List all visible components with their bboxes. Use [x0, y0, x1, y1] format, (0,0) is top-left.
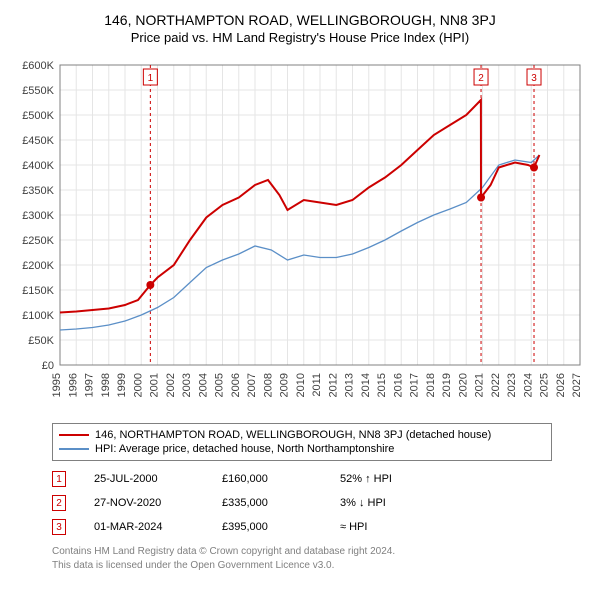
event-badge: 3 [52, 519, 66, 535]
svg-text:3: 3 [531, 73, 537, 84]
event-date: 25-JUL-2000 [94, 473, 194, 485]
svg-text:2007: 2007 [246, 373, 258, 397]
svg-text:2001: 2001 [149, 373, 161, 397]
svg-text:2019: 2019 [441, 373, 453, 397]
legend-swatch [59, 448, 89, 450]
svg-text:2016: 2016 [392, 373, 404, 397]
legend-swatch [59, 434, 89, 436]
svg-text:£0: £0 [42, 360, 54, 372]
svg-text:2013: 2013 [344, 373, 356, 397]
svg-text:2023: 2023 [506, 373, 518, 397]
svg-text:£50K: £50K [28, 335, 54, 347]
svg-text:£550K: £550K [22, 85, 54, 97]
attribution-line: This data is licensed under the Open Gov… [52, 559, 580, 573]
svg-text:2006: 2006 [230, 373, 242, 397]
svg-text:2027: 2027 [571, 373, 583, 397]
svg-text:£100K: £100K [22, 310, 54, 322]
page-title: 146, NORTHAMPTON ROAD, WELLINGBOROUGH, N… [10, 12, 590, 28]
legend-label: HPI: Average price, detached house, Nort… [95, 443, 394, 455]
page-subtitle: Price paid vs. HM Land Registry's House … [10, 30, 590, 45]
svg-text:2000: 2000 [132, 373, 144, 397]
legend: 146, NORTHAMPTON ROAD, WELLINGBOROUGH, N… [52, 423, 552, 461]
event-hpi: 52% ↑ HPI [340, 473, 450, 485]
svg-text:2: 2 [478, 73, 484, 84]
event-price: £395,000 [222, 521, 312, 533]
svg-text:2002: 2002 [165, 373, 177, 397]
svg-text:2021: 2021 [474, 373, 486, 397]
svg-text:£600K: £600K [22, 60, 54, 72]
svg-text:2012: 2012 [327, 373, 339, 397]
svg-text:1999: 1999 [116, 373, 128, 397]
svg-text:1: 1 [148, 73, 154, 84]
svg-text:2025: 2025 [539, 373, 551, 397]
svg-text:2014: 2014 [360, 373, 372, 397]
svg-text:1997: 1997 [84, 373, 96, 397]
legend-label: 146, NORTHAMPTON ROAD, WELLINGBOROUGH, N… [95, 429, 491, 441]
svg-text:£450K: £450K [22, 135, 54, 147]
attribution: Contains HM Land Registry data © Crown c… [52, 545, 580, 572]
svg-text:2020: 2020 [457, 373, 469, 397]
event-row: 1 25-JUL-2000 £160,000 52% ↑ HPI [52, 467, 580, 491]
svg-text:2011: 2011 [311, 373, 323, 397]
svg-text:£150K: £150K [22, 285, 54, 297]
event-badge: 1 [52, 471, 66, 487]
event-row: 2 27-NOV-2020 £335,000 3% ↓ HPI [52, 491, 580, 515]
svg-text:2018: 2018 [425, 373, 437, 397]
svg-text:2004: 2004 [197, 373, 209, 397]
svg-text:£300K: £300K [22, 210, 54, 222]
svg-text:2003: 2003 [181, 373, 193, 397]
event-hpi: 3% ↓ HPI [340, 497, 450, 509]
svg-text:2009: 2009 [279, 373, 291, 397]
svg-text:£500K: £500K [22, 110, 54, 122]
svg-text:2017: 2017 [409, 373, 421, 397]
attribution-line: Contains HM Land Registry data © Crown c… [52, 545, 580, 559]
event-date: 27-NOV-2020 [94, 497, 194, 509]
event-hpi: ≈ HPI [340, 521, 450, 533]
svg-text:2022: 2022 [490, 373, 502, 397]
event-date: 01-MAR-2024 [94, 521, 194, 533]
legend-item: HPI: Average price, detached house, Nort… [59, 442, 545, 456]
legend-item: 146, NORTHAMPTON ROAD, WELLINGBOROUGH, N… [59, 428, 545, 442]
svg-text:2010: 2010 [295, 373, 307, 397]
svg-text:£200K: £200K [22, 260, 54, 272]
svg-text:£250K: £250K [22, 235, 54, 247]
svg-text:2026: 2026 [555, 373, 567, 397]
svg-text:£400K: £400K [22, 160, 54, 172]
event-row: 3 01-MAR-2024 £395,000 ≈ HPI [52, 515, 580, 539]
event-price: £160,000 [222, 473, 312, 485]
price-chart: £0 £50K £100K £150K £200K £250K £300K £350K £400… [10, 55, 590, 415]
svg-text:1998: 1998 [100, 373, 112, 397]
svg-text:2008: 2008 [262, 373, 274, 397]
svg-text:1995: 1995 [51, 373, 63, 397]
svg-text:1996: 1996 [67, 373, 79, 397]
svg-text:2005: 2005 [214, 373, 226, 397]
events-table: 1 25-JUL-2000 £160,000 52% ↑ HPI 2 27-NOV-202… [52, 467, 580, 539]
event-badge: 2 [52, 495, 66, 511]
svg-text:£350K: £350K [22, 185, 54, 197]
svg-text:2024: 2024 [522, 373, 534, 397]
svg-text:2015: 2015 [376, 373, 388, 397]
event-price: £335,000 [222, 497, 312, 509]
